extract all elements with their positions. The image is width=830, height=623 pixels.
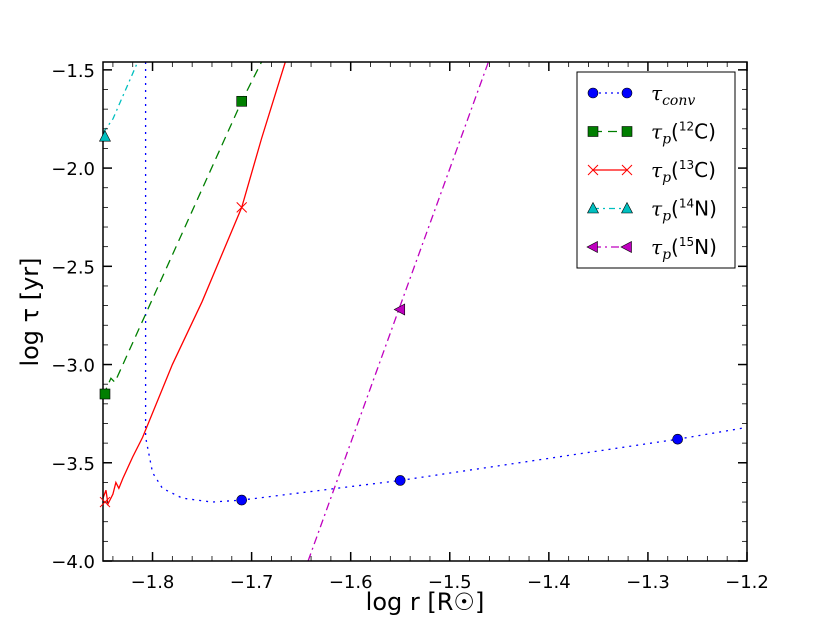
legend-marker <box>620 241 632 253</box>
x-tick-label: −1.7 <box>230 572 274 593</box>
y-tick-label: −3.0 <box>51 356 95 377</box>
legend-marker <box>621 201 633 214</box>
series-line-0 <box>144 62 747 503</box>
data-point-0 <box>394 475 406 486</box>
x-tick-label: −1.5 <box>428 572 472 593</box>
legend-marker <box>587 164 599 176</box>
series-line-4 <box>307 62 490 561</box>
data-point-2 <box>236 202 248 213</box>
legend-marker <box>621 164 633 176</box>
data-point-0 <box>672 433 683 445</box>
legend-entry: τp(12C) <box>651 120 716 148</box>
series-line-3 <box>103 62 139 134</box>
x-tick-label: −1.3 <box>626 572 670 593</box>
data-point-0 <box>236 494 248 506</box>
x-tick-label: −1.4 <box>527 572 571 593</box>
legend-marker <box>587 201 599 214</box>
legend-entry: τp(13C) <box>651 158 716 186</box>
legend-entry: τp(15N) <box>651 235 717 263</box>
y-axis-label: log τ [yr] <box>16 257 44 366</box>
y-tick-label: −2.0 <box>51 159 95 180</box>
series-line-2 <box>103 62 286 507</box>
legend-marker <box>621 87 633 99</box>
data-point-4 <box>393 303 406 316</box>
x-tick-label: −1.6 <box>329 572 373 593</box>
legend-marker <box>586 241 598 253</box>
legend: τconv τp(12C) τp(13C) τp(14N) τp(15N) <box>576 71 736 269</box>
legend-marker <box>587 126 599 137</box>
plot-frame <box>102 61 748 562</box>
data-point-1 <box>99 388 111 400</box>
series-line-1 <box>103 62 263 397</box>
y-tick-label: −3.5 <box>51 454 95 475</box>
x-axis-label: log r [R☉] <box>366 588 485 616</box>
y-tick-label: −1.5 <box>51 61 95 82</box>
legend-marker <box>621 126 633 137</box>
legend-entry: τp(14N) <box>651 197 717 225</box>
legend-marker <box>587 87 599 99</box>
legend-entry: τconv <box>651 81 695 109</box>
y-tick-label: −4.0 <box>51 552 95 573</box>
data-point-2 <box>99 496 111 508</box>
x-tick-label: −1.2 <box>725 572 769 593</box>
data-point-1 <box>236 95 248 107</box>
y-tick-label: −2.5 <box>51 257 95 278</box>
data-point-3 <box>98 130 111 142</box>
x-tick-label: −1.8 <box>131 572 175 593</box>
